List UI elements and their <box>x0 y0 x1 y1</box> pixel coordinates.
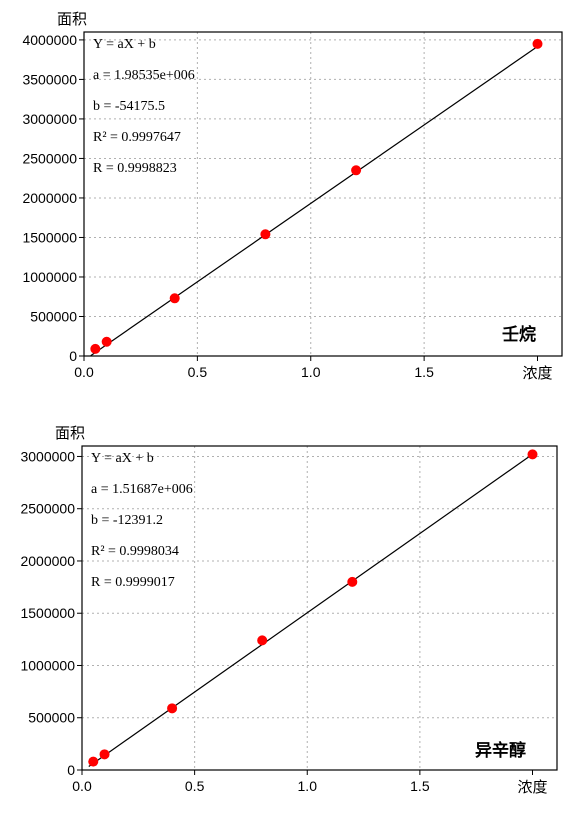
x-tick-label: 0.5 <box>188 364 208 380</box>
x-tick-label: 1.0 <box>298 778 318 794</box>
grid <box>84 32 562 356</box>
y-tick-label: 4000000 <box>22 32 77 48</box>
compound-label: 壬烷 <box>502 324 536 345</box>
plot-frame <box>81 445 558 771</box>
equation-line: b = -54175.5 <box>93 99 165 114</box>
y-tick-label: 1500000 <box>20 605 75 621</box>
data-point <box>167 703 178 714</box>
y-tick-label: 2000000 <box>22 190 77 206</box>
equation-line: R² = 0.9998034 <box>91 544 179 559</box>
x-tick-label: 1.5 <box>414 364 434 380</box>
y-tick-label: 500000 <box>28 710 75 726</box>
equation-line: R = 0.9999017 <box>91 575 175 590</box>
data-point <box>532 38 543 49</box>
data-point <box>260 229 271 240</box>
equation-line: b = -12391.2 <box>91 513 163 528</box>
y-axis-title: 面积 <box>55 424 85 442</box>
equation-line: a = 1.98535e+006 <box>93 68 195 83</box>
x-tick-label: 1.0 <box>301 364 321 380</box>
data-point <box>527 449 538 460</box>
equation-line: Y = aX + b <box>91 451 154 466</box>
x-tick-label: 0.0 <box>74 364 94 380</box>
y-tick-label: 3500000 <box>22 71 77 87</box>
data-point <box>347 576 358 587</box>
y-tick-label: 1000000 <box>20 657 75 673</box>
data-point <box>169 293 180 304</box>
y-tick-label: 2500000 <box>22 150 77 166</box>
y-tick-label: 2500000 <box>20 501 75 517</box>
compound-label: 异辛醇 <box>475 740 526 761</box>
y-tick-label: 1000000 <box>22 269 77 285</box>
equation-line: a = 1.51687e+006 <box>91 482 193 497</box>
regression-line <box>90 46 538 357</box>
regression-line <box>88 453 533 768</box>
chart-2: 0 500000 1000000 1500000 2000000 2500000 30000… <box>20 424 558 796</box>
y-tick-label: 0 <box>67 762 75 778</box>
equation-line: R² = 0.9997647 <box>93 130 181 145</box>
y-tick-label: 2000000 <box>20 553 75 569</box>
y-axis-title: 面积 <box>57 10 87 28</box>
data-point <box>101 336 112 347</box>
x-tick-label: 0.0 <box>72 778 92 794</box>
x-axis-title: 浓度 <box>522 364 552 382</box>
y-tick-label: 3000000 <box>20 448 75 464</box>
data-point <box>88 756 99 767</box>
y-tick-label: 0 <box>69 348 77 364</box>
x-tick-label: 1.5 <box>410 778 430 794</box>
equation-line: R = 0.9998823 <box>93 161 177 176</box>
data-point <box>90 343 101 354</box>
data-point <box>99 749 110 760</box>
y-tick-label: 500000 <box>30 308 77 324</box>
x-tick-label: 0.5 <box>185 778 205 794</box>
grid <box>82 446 557 770</box>
chart-1: 0 500000 1000000 1500000 2000000 2500000 30000… <box>22 10 563 382</box>
y-tick-label: 3000000 <box>22 111 77 127</box>
y-tick-label: 1500000 <box>22 229 77 245</box>
data-point <box>257 635 268 646</box>
equation-line: Y = aX + b <box>93 37 156 52</box>
plot-frame <box>83 31 563 357</box>
data-point <box>351 165 362 176</box>
x-axis-title: 浓度 <box>517 778 547 796</box>
